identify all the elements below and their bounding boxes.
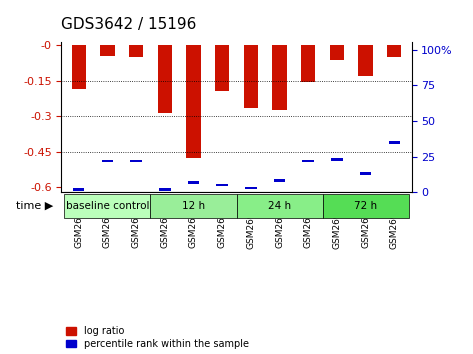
FancyBboxPatch shape [323, 194, 409, 218]
Bar [388, 141, 400, 144]
Bar [330, 45, 344, 60]
Bar [359, 45, 373, 76]
Bar [73, 188, 85, 191]
Text: 72 h: 72 h [354, 201, 377, 211]
Text: time ▶: time ▶ [16, 201, 53, 211]
Text: 24 h: 24 h [268, 201, 291, 211]
Bar [129, 45, 143, 57]
Bar [360, 172, 371, 175]
Bar [303, 160, 314, 162]
Text: 12 h: 12 h [182, 201, 205, 211]
Bar [159, 188, 170, 191]
Bar [272, 45, 287, 110]
Legend: log ratio, percentile rank within the sample: log ratio, percentile rank within the sa… [66, 326, 249, 349]
Bar [158, 45, 172, 113]
Bar [387, 45, 402, 57]
Text: baseline control: baseline control [66, 201, 149, 211]
Bar [274, 179, 285, 182]
Bar [186, 45, 201, 158]
Bar [188, 181, 199, 184]
Bar [244, 45, 258, 108]
FancyBboxPatch shape [64, 194, 150, 218]
Bar [217, 184, 228, 187]
Bar [301, 45, 315, 82]
Text: GDS3642 / 15196: GDS3642 / 15196 [61, 17, 197, 32]
Bar [102, 160, 113, 162]
Bar [131, 160, 142, 162]
Bar [331, 158, 342, 161]
Bar [245, 187, 256, 189]
Bar [100, 45, 114, 56]
Bar [215, 45, 229, 91]
Bar [71, 45, 86, 89]
FancyBboxPatch shape [150, 194, 236, 218]
FancyBboxPatch shape [236, 194, 323, 218]
